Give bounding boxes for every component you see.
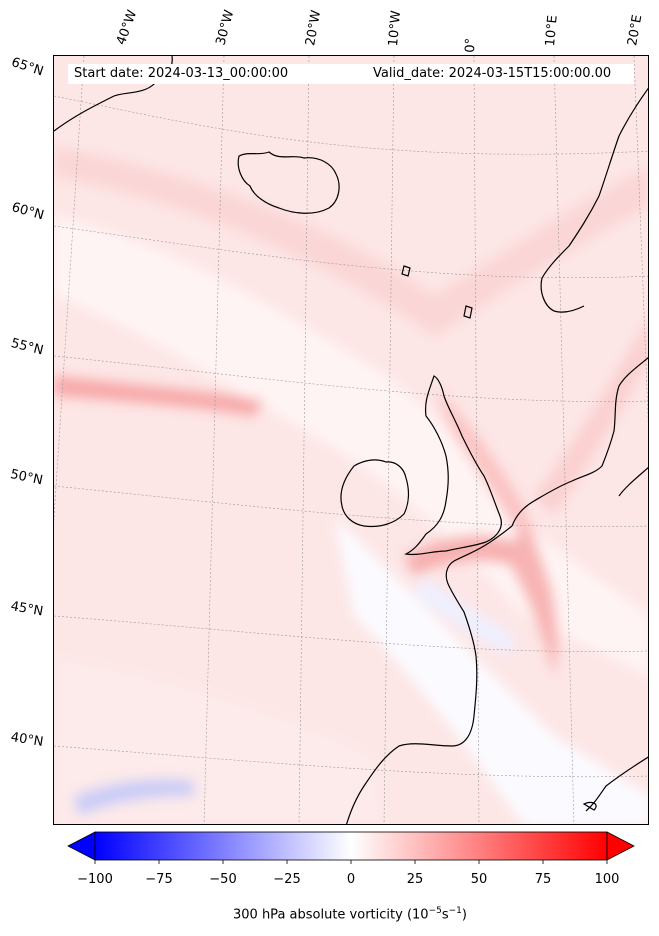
lat-label-50n: 50°N [8, 467, 45, 489]
map-panel [53, 55, 649, 825]
lon-label-10w: 10°W [386, 9, 405, 47]
ireland-coast [340, 459, 410, 528]
colorbar-label: 300 hPa absolute vorticity (10−5s−1) [233, 906, 467, 923]
france-spain-coast [345, 525, 513, 824]
colorbar-tick: −100 [77, 872, 113, 887]
lon-label-0: 0° [463, 37, 479, 53]
lon-label-10e: 10°E [543, 14, 561, 48]
graticule [54, 56, 648, 824]
lat-label-55n: 55°N [9, 336, 45, 359]
colorbar-tick: 100 [594, 872, 620, 887]
colorbar-tick: −50 [209, 872, 237, 887]
lon-label-40w: 40°W [113, 8, 141, 47]
colorbar-gradient [94, 831, 608, 861]
colorbar-tick: −25 [273, 872, 301, 887]
lat-label-40n: 40°N [9, 730, 45, 750]
lon-label-20e: 20°E [625, 13, 646, 47]
lat-label-60n: 60°N [9, 200, 46, 224]
colorbar-tick: −75 [145, 872, 173, 887]
lon-label-20w: 20°W [303, 9, 325, 48]
vorticity-shading [54, 146, 648, 824]
colorbar-tick: 0 [346, 872, 356, 887]
lon-label-30w: 30°W [213, 8, 238, 47]
date-info-box [68, 64, 634, 84]
great-britain-coast [404, 375, 502, 556]
colorbar [67, 831, 635, 864]
colorbar-tick: 50 [470, 872, 488, 887]
lat-label-65n: 65°N [9, 55, 46, 80]
colorbar-tick: 75 [534, 872, 552, 887]
colorbar-extend-min [67, 831, 96, 861]
vorticity-field [54, 56, 648, 824]
colorbar-extend-max [606, 831, 635, 861]
iceland-coast [237, 151, 340, 214]
valid-date-label: Valid_date: 2024-03-15T15:00:00.00 [373, 66, 612, 81]
lat-label-45n: 45°N [9, 599, 45, 620]
colorbar-tick: 25 [406, 872, 424, 887]
continent-coast [511, 356, 648, 527]
norway-coast [540, 87, 648, 313]
start-date-label: Start date: 2024-03-13_00:00:00 [74, 66, 289, 81]
